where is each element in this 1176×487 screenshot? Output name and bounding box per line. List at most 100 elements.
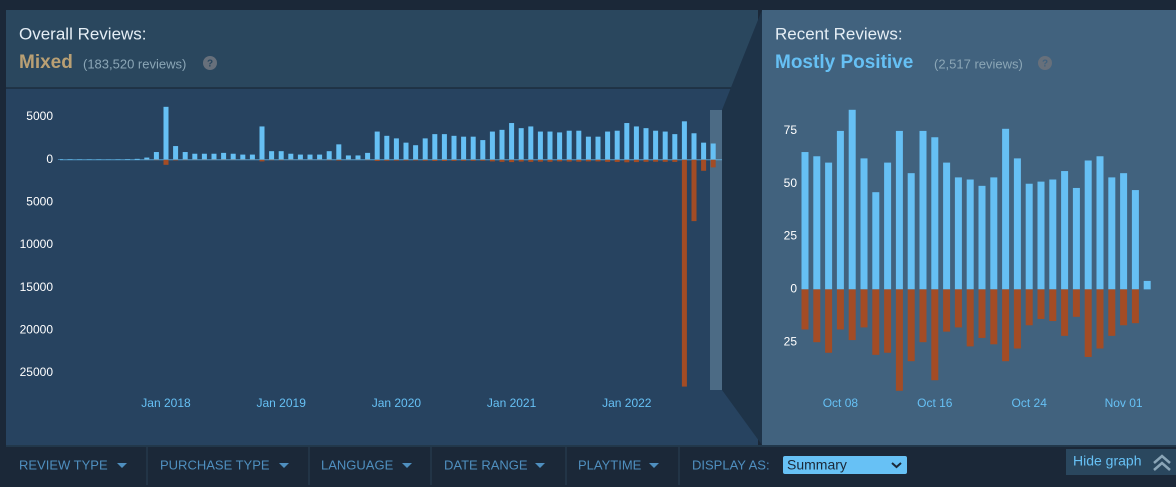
negative-bar	[966, 289, 974, 347]
negative-bar	[1049, 289, 1057, 322]
negative-bar	[518, 159, 524, 162]
overall-chart-area	[6, 88, 758, 445]
positive-bar	[576, 130, 582, 160]
negative-bar	[163, 159, 169, 165]
help-icon-text[interactable]: ?	[207, 59, 213, 70]
negative-bar	[653, 159, 659, 162]
positive-bar	[182, 152, 188, 160]
positive-bar	[451, 135, 457, 160]
negative-bar	[470, 159, 476, 161]
select-arrow-box[interactable]	[889, 458, 904, 472]
help-icon[interactable]	[1038, 56, 1052, 70]
positive-bar	[441, 134, 447, 160]
positive-bar	[125, 159, 131, 160]
recent-count: (2,517 reviews)	[934, 56, 1023, 71]
y-tick-label: 25	[784, 229, 798, 243]
positive-bar	[230, 153, 236, 160]
positive-bar	[297, 154, 303, 160]
negative-bar	[537, 159, 543, 162]
x-tick-label: Oct 16	[917, 396, 953, 410]
help-icon[interactable]	[203, 56, 217, 70]
positive-bar	[211, 153, 217, 160]
filter-label[interactable]: LANGUAGE	[321, 457, 394, 472]
negative-bar	[403, 159, 409, 161]
hide-graph-text[interactable]: Hide graph	[1073, 453, 1142, 469]
y-tick-label: 25	[784, 334, 798, 348]
positive-bar	[374, 131, 380, 160]
recent-range-highlight	[710, 110, 722, 390]
negative-bar	[1072, 289, 1080, 317]
filter-arrow[interactable]	[649, 463, 659, 468]
positive-bar	[801, 152, 809, 290]
positive-bar	[662, 131, 668, 160]
positive-bar	[1072, 187, 1080, 290]
filter-label[interactable]: DATE RANGE	[444, 457, 528, 472]
hide-graph-icon[interactable]	[1153, 454, 1171, 471]
positive-bar	[624, 123, 630, 160]
negative-bar	[978, 289, 986, 338]
positive-bar	[585, 136, 591, 160]
negative-bar	[801, 289, 809, 330]
filter-arrow[interactable]	[279, 463, 289, 468]
positive-bar	[691, 133, 697, 160]
x-tick-label: Jan 2018	[141, 396, 191, 410]
negative-bar	[633, 159, 639, 163]
negative-bar	[595, 159, 601, 162]
positive-bar	[1037, 181, 1045, 290]
overall-rating: Mixed	[19, 52, 73, 73]
overall-count: (183,520 reviews)	[83, 56, 186, 71]
positive-bar	[393, 138, 399, 160]
negative-bar	[547, 159, 553, 162]
positive-bar	[1143, 280, 1151, 290]
filter-label[interactable]: PLAYTIME	[578, 457, 642, 472]
positive-bar	[895, 130, 903, 290]
negative-bar	[173, 159, 179, 161]
positive-bar	[489, 131, 495, 160]
filter-label[interactable]: PURCHASE TYPE	[160, 457, 270, 472]
negative-bar	[990, 289, 998, 345]
positive-bar	[1108, 177, 1116, 290]
negative-bar	[672, 159, 678, 162]
x-tick-label: Oct 08	[823, 396, 859, 410]
positive-bar	[259, 126, 265, 160]
y-tick-label: 50	[784, 176, 798, 190]
positive-bar	[518, 128, 524, 160]
display-select-value[interactable]: Summary	[787, 457, 847, 473]
filter-arrow[interactable]	[117, 463, 127, 468]
positive-bar	[192, 153, 198, 160]
negative-bar	[1061, 289, 1069, 336]
filter-arrow[interactable]	[535, 463, 545, 468]
select-arrow[interactable]	[891, 462, 902, 469]
negative-bar	[872, 289, 880, 355]
y-tick-label: 15000	[20, 280, 54, 294]
negative-bar	[624, 159, 630, 163]
x-tick-label: Nov 01	[1105, 396, 1143, 410]
negative-bar	[1084, 289, 1092, 357]
negative-bar	[1037, 289, 1045, 319]
negative-bar	[701, 159, 707, 171]
positive-bar	[1096, 156, 1104, 290]
negative-bar	[422, 159, 428, 161]
recent-rating: Mostly Positive	[775, 52, 913, 73]
y-tick-label: 0	[790, 282, 797, 296]
negative-bar	[489, 159, 495, 162]
positive-bar	[710, 143, 716, 160]
negative-bar	[413, 159, 419, 161]
filter-arrow[interactable]	[402, 463, 412, 468]
negative-bar	[499, 159, 505, 162]
hide-graph-button[interactable]	[1066, 449, 1176, 475]
positive-bar	[943, 162, 951, 290]
positive-bar	[954, 177, 962, 290]
positive-bar	[848, 109, 856, 290]
positive-bar	[528, 126, 534, 160]
negative-bar	[336, 159, 342, 161]
negative-bar	[954, 289, 962, 328]
positive-bar	[557, 132, 563, 160]
filter-label[interactable]: REVIEW TYPE	[19, 457, 108, 472]
display-select[interactable]	[783, 456, 907, 474]
negative-bar	[884, 289, 892, 353]
y-tick-label: 0	[46, 152, 53, 166]
negative-bar	[393, 159, 399, 161]
help-icon-text[interactable]: ?	[1042, 59, 1048, 70]
